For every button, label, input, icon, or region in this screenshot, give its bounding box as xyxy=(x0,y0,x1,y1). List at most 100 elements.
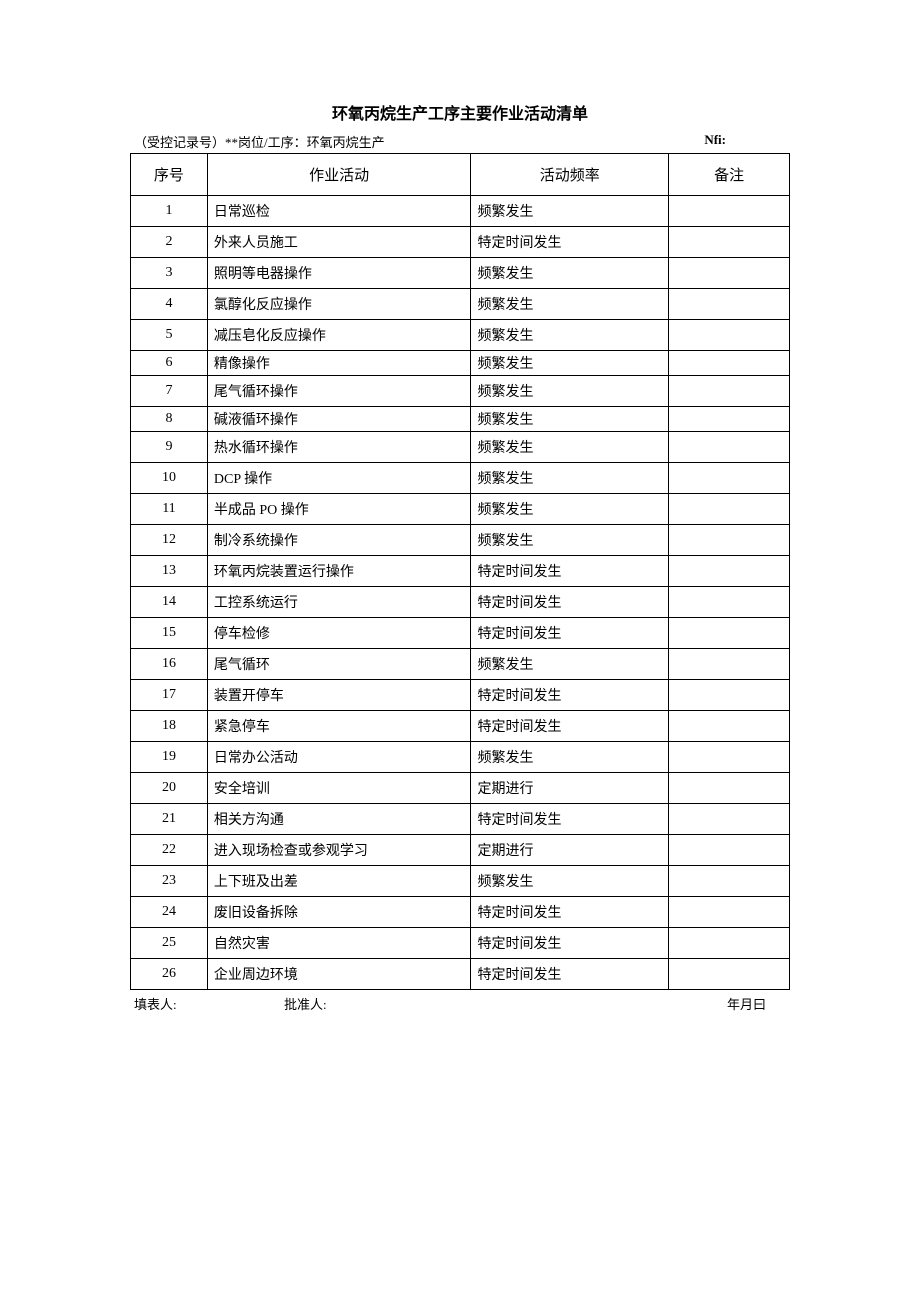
header-left-text: （受控记录号）**岗位/工序：环氧丙烷生产 xyxy=(134,132,704,151)
cell-remark xyxy=(669,866,790,897)
cell-activity: 尾气循环 xyxy=(207,649,471,680)
table-row: 16尾气循环频繁发生 xyxy=(131,649,790,680)
cell-activity: 精像操作 xyxy=(207,351,471,376)
cell-activity: 减压皂化反应操作 xyxy=(207,320,471,351)
cell-frequency: 特定时间发生 xyxy=(471,959,669,990)
cell-num: 18 xyxy=(131,711,208,742)
cell-remark xyxy=(669,463,790,494)
cell-frequency: 频繁发生 xyxy=(471,196,669,227)
cell-activity: 半成品 PO 操作 xyxy=(207,494,471,525)
table-row: 12制冷系统操作频繁发生 xyxy=(131,525,790,556)
cell-remark xyxy=(669,407,790,432)
cell-activity: 安全培训 xyxy=(207,773,471,804)
table-row: 1日常巡检频繁发生 xyxy=(131,196,790,227)
cell-num: 26 xyxy=(131,959,208,990)
table-row: 7尾气循环操作频繁发生 xyxy=(131,376,790,407)
cell-num: 19 xyxy=(131,742,208,773)
col-header-frequency: 活动频率 xyxy=(471,154,669,196)
cell-frequency: 特定时间发生 xyxy=(471,897,669,928)
footer-row: 填表人: 批准人: 年月曰 xyxy=(130,994,790,1013)
cell-num: 6 xyxy=(131,351,208,376)
cell-activity: 照明等电器操作 xyxy=(207,258,471,289)
cell-activity: 外来人员施工 xyxy=(207,227,471,258)
cell-remark xyxy=(669,227,790,258)
cell-num: 7 xyxy=(131,376,208,407)
col-header-activity: 作业活动 xyxy=(207,154,471,196)
cell-frequency: 特定时间发生 xyxy=(471,556,669,587)
cell-remark xyxy=(669,835,790,866)
document-title: 环氧丙烷生产工序主要作业活动清单 xyxy=(130,100,790,124)
cell-remark xyxy=(669,928,790,959)
cell-activity: 上下班及出差 xyxy=(207,866,471,897)
cell-frequency: 频繁发生 xyxy=(471,494,669,525)
col-header-num: 序号 xyxy=(131,154,208,196)
table-row: 25自然灾害特定时间发生 xyxy=(131,928,790,959)
table-row: 22进入现场检查或参观学习定期进行 xyxy=(131,835,790,866)
cell-num: 15 xyxy=(131,618,208,649)
cell-num: 11 xyxy=(131,494,208,525)
cell-num: 10 xyxy=(131,463,208,494)
cell-remark xyxy=(669,525,790,556)
cell-frequency: 定期进行 xyxy=(471,773,669,804)
table-row: 13环氧丙烷装置运行操作特定时间发生 xyxy=(131,556,790,587)
cell-remark xyxy=(669,494,790,525)
table-row: 5减压皂化反应操作频繁发生 xyxy=(131,320,790,351)
cell-activity: 企业周边环境 xyxy=(207,959,471,990)
table-row: 18紧急停车特定时间发生 xyxy=(131,711,790,742)
cell-remark xyxy=(669,618,790,649)
cell-num: 2 xyxy=(131,227,208,258)
cell-frequency: 频繁发生 xyxy=(471,432,669,463)
cell-remark xyxy=(669,320,790,351)
cell-activity: 热水循环操作 xyxy=(207,432,471,463)
cell-frequency: 频繁发生 xyxy=(471,742,669,773)
cell-activity: 日常办公活动 xyxy=(207,742,471,773)
footer-filler: 填表人: xyxy=(134,994,284,1013)
cell-num: 24 xyxy=(131,897,208,928)
table-row: 4氯醇化反应操作频繁发生 xyxy=(131,289,790,320)
cell-frequency: 特定时间发生 xyxy=(471,928,669,959)
cell-num: 14 xyxy=(131,587,208,618)
table-header-row: 序号 作业活动 活动频率 备注 xyxy=(131,154,790,196)
cell-activity: 停车检修 xyxy=(207,618,471,649)
cell-remark xyxy=(669,432,790,463)
cell-num: 25 xyxy=(131,928,208,959)
table-row: 3照明等电器操作频繁发生 xyxy=(131,258,790,289)
table-row: 21相关方沟通特定时间发生 xyxy=(131,804,790,835)
table-row: 14工控系统运行特定时间发生 xyxy=(131,587,790,618)
cell-num: 3 xyxy=(131,258,208,289)
cell-frequency: 频繁发生 xyxy=(471,320,669,351)
cell-frequency: 频繁发生 xyxy=(471,376,669,407)
table-row: 10DCP 操作频繁发生 xyxy=(131,463,790,494)
cell-activity: 进入现场检查或参观学习 xyxy=(207,835,471,866)
table-row: 2外来人员施工特定时间发生 xyxy=(131,227,790,258)
cell-remark xyxy=(669,773,790,804)
col-header-remark: 备注 xyxy=(669,154,790,196)
header-row: （受控记录号）**岗位/工序：环氧丙烷生产 Nfi: xyxy=(130,132,790,151)
activities-table: 序号 作业活动 活动频率 备注 1日常巡检频繁发生2外来人员施工特定时间发生3照… xyxy=(130,153,790,990)
cell-activity: 日常巡检 xyxy=(207,196,471,227)
cell-frequency: 特定时间发生 xyxy=(471,587,669,618)
cell-frequency: 特定时间发生 xyxy=(471,618,669,649)
cell-remark xyxy=(669,587,790,618)
cell-activity: 尾气循环操作 xyxy=(207,376,471,407)
cell-activity: 环氧丙烷装置运行操作 xyxy=(207,556,471,587)
header-right-text: Nfi: xyxy=(704,132,786,151)
cell-num: 21 xyxy=(131,804,208,835)
cell-activity: 自然灾害 xyxy=(207,928,471,959)
table-row: 6精像操作频繁发生 xyxy=(131,351,790,376)
cell-remark xyxy=(669,649,790,680)
cell-activity: 相关方沟通 xyxy=(207,804,471,835)
cell-frequency: 特定时间发生 xyxy=(471,680,669,711)
table-row: 17装置开停车特定时间发生 xyxy=(131,680,790,711)
table-row: 24废旧设备拆除特定时间发生 xyxy=(131,897,790,928)
cell-remark xyxy=(669,376,790,407)
cell-frequency: 频繁发生 xyxy=(471,649,669,680)
table-row: 19日常办公活动频繁发生 xyxy=(131,742,790,773)
cell-activity: 废旧设备拆除 xyxy=(207,897,471,928)
cell-activity: 紧急停车 xyxy=(207,711,471,742)
cell-frequency: 特定时间发生 xyxy=(471,804,669,835)
cell-frequency: 频繁发生 xyxy=(471,866,669,897)
cell-frequency: 频繁发生 xyxy=(471,289,669,320)
cell-remark xyxy=(669,289,790,320)
table-row: 23上下班及出差频繁发生 xyxy=(131,866,790,897)
